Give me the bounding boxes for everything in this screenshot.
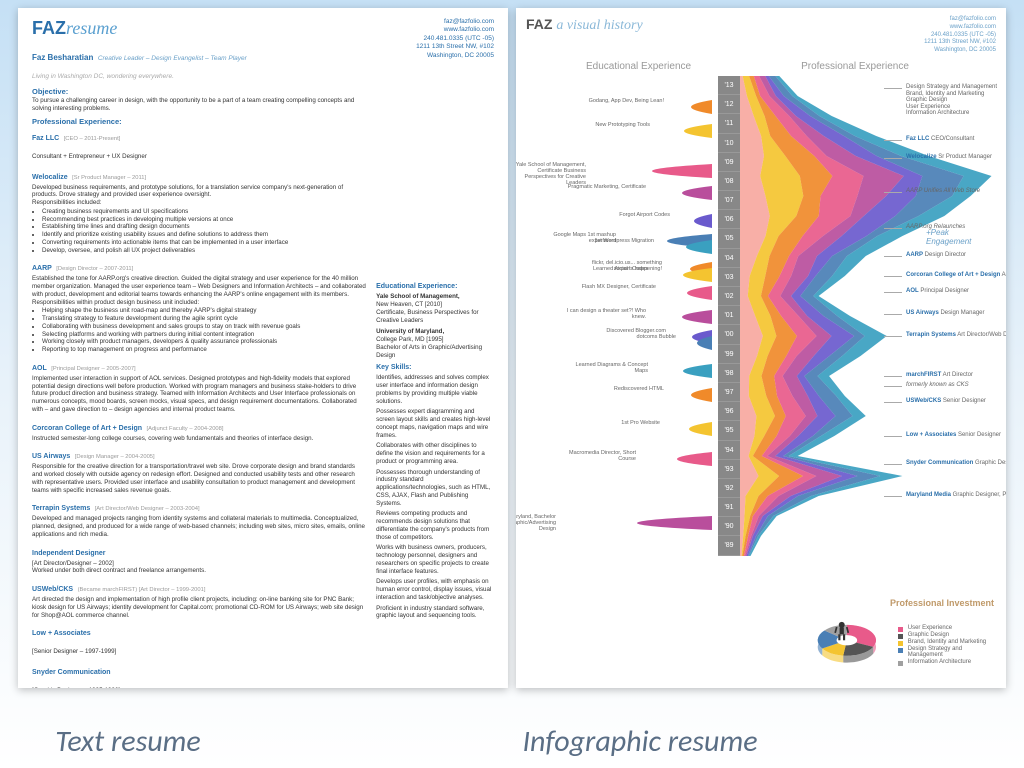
objective-heading: Objective:	[32, 87, 366, 96]
col-educational: Educational Experience	[586, 61, 691, 72]
donut-legend: User ExperienceGraphic DesignBrand, Iden…	[898, 624, 994, 666]
text-resume-panel: FAZresume Faz Besharatian Creative Leade…	[18, 8, 508, 688]
year-axis: '13'12'11'10'09'08'07'06'05'04'03'02'01'…	[718, 76, 740, 556]
skills-heading: Key Skills:	[376, 363, 494, 372]
person-name: Faz Besharatian	[32, 53, 93, 62]
left-logo: FAZresume	[32, 18, 366, 39]
right-title: FAZ a visual history	[526, 16, 643, 34]
profexp-heading: Professional Experience:	[32, 117, 366, 126]
infographic-resume-panel: FAZ a visual history faz@fazfolio.comwww…	[516, 8, 1006, 688]
donut-chart	[804, 614, 890, 670]
objective-text: To pursue a challenging career in design…	[32, 97, 366, 113]
contact-block: faz@fazfolio.comwww.fazfolio.com240.481.…	[376, 18, 494, 60]
caption-right: Infographic resume	[512, 723, 768, 760]
contact-block-right: faz@fazfolio.comwww.fazfolio.com240.481.…	[924, 16, 996, 55]
edu-heading: Educational Experience:	[376, 282, 494, 291]
timeline-chart: '13'12'11'10'09'08'07'06'05'04'03'02'01'…	[526, 76, 996, 616]
peak-engagement-label: +Peak Engagement	[926, 228, 996, 246]
caption-left: Text resume	[0, 723, 256, 760]
professional-investment: Professional Investment User ExperienceG…	[794, 598, 994, 676]
col-professional: Professional Experience	[801, 61, 909, 72]
caption-row: Text resume Infographic resume	[0, 723, 1024, 760]
